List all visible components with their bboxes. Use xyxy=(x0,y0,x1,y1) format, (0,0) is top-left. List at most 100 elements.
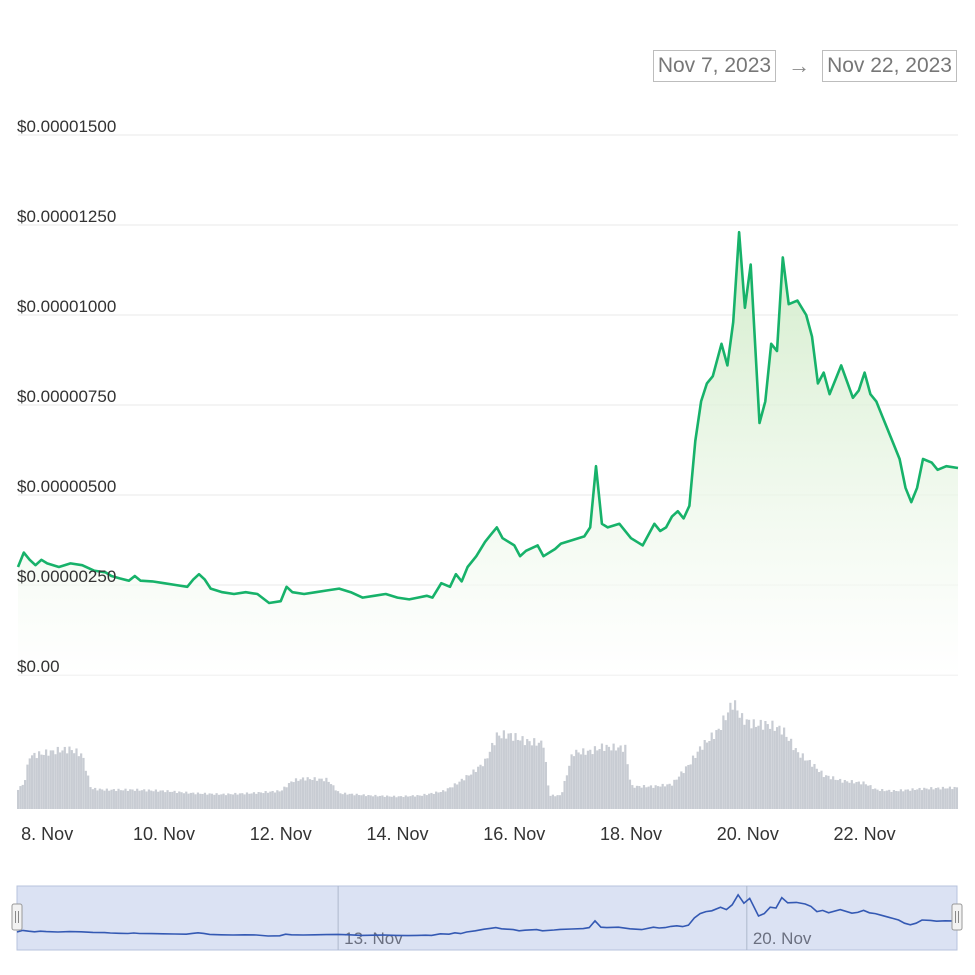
range-start-input[interactable]: Nov 7, 2023 xyxy=(652,50,777,82)
volume-bar xyxy=(649,785,653,809)
volume-bar xyxy=(421,795,424,809)
volume-bar xyxy=(224,795,228,809)
volume-bar xyxy=(488,751,491,809)
volume-bar xyxy=(871,789,874,809)
volume-bar xyxy=(825,775,828,809)
volume-bar xyxy=(535,745,538,809)
volume-bar xyxy=(519,740,522,809)
volume-bar xyxy=(479,764,482,809)
volume-bar xyxy=(684,766,688,809)
volume-bar xyxy=(584,754,587,809)
volume-bar xyxy=(294,778,298,809)
volume-bar xyxy=(371,796,375,809)
volume-bar xyxy=(752,719,755,809)
volume-bar xyxy=(850,780,853,809)
volume-bar xyxy=(747,719,751,809)
y-tick-label: $0.00001250 xyxy=(17,207,116,226)
volume-bar xyxy=(766,724,769,809)
volume-bar xyxy=(285,787,288,809)
volume-bar xyxy=(451,787,454,809)
y-tick-label: $0.00001000 xyxy=(17,297,116,316)
volume-bar xyxy=(68,746,71,809)
volume-bar xyxy=(846,781,849,809)
volume-bar xyxy=(797,752,800,809)
volume-bar xyxy=(355,793,358,809)
volume-bar xyxy=(119,790,122,809)
volume-bar xyxy=(449,787,452,809)
volume-bar xyxy=(257,792,260,809)
navigator-left-handle[interactable] xyxy=(11,903,23,931)
price-line xyxy=(16,230,959,605)
volume-bar xyxy=(215,793,218,809)
volume-bar xyxy=(131,789,134,809)
navigator[interactable]: 13. Nov 20. Nov xyxy=(11,885,963,951)
volume-bar xyxy=(196,792,200,809)
volume-bar xyxy=(147,789,150,809)
volume-bar xyxy=(722,715,725,809)
volume-bar xyxy=(717,728,720,809)
volume-bar xyxy=(832,776,835,809)
volume-bar xyxy=(593,746,597,809)
volume-bar xyxy=(663,786,667,809)
volume-bar xyxy=(899,789,902,809)
volume-bar xyxy=(596,750,599,809)
volume-bar xyxy=(192,792,195,809)
range-end-input[interactable]: Nov 22, 2023 xyxy=(822,50,957,82)
volume-bar xyxy=(834,779,837,809)
volume-bar xyxy=(855,782,858,809)
volume-bar xyxy=(143,789,146,809)
volume-bar xyxy=(614,750,618,809)
volume-bar xyxy=(19,786,22,809)
volume-bar xyxy=(530,745,533,809)
volume-bar xyxy=(516,739,519,809)
volume-bar xyxy=(778,725,781,809)
volume-bar xyxy=(418,795,421,809)
volume-bar xyxy=(726,712,730,809)
volume-bar xyxy=(315,780,319,809)
volume-bar xyxy=(888,789,891,809)
volume-bar xyxy=(168,791,172,809)
volume-bar xyxy=(28,758,31,809)
volume-bar xyxy=(941,786,945,809)
volume-bar xyxy=(465,775,468,809)
volume-bar xyxy=(680,771,683,809)
navigator-selection[interactable] xyxy=(16,885,958,951)
volume-bar xyxy=(35,758,38,809)
volume-bar xyxy=(201,793,204,809)
x-axis-labels: 8. Nov 10. Nov 12. Nov 14. Nov 16. Nov 18. No… xyxy=(21,824,895,844)
volume-bar xyxy=(694,757,697,809)
volume-bar xyxy=(339,793,342,809)
volume-bar xyxy=(189,792,193,809)
volume-bar xyxy=(381,795,384,809)
volume-bar xyxy=(325,777,328,809)
navigator-right-handle[interactable] xyxy=(951,903,963,931)
volume-bar xyxy=(523,745,526,809)
volume-bar xyxy=(133,790,136,809)
volume-bar xyxy=(222,793,225,809)
volume-bar xyxy=(673,779,676,809)
volume-bar xyxy=(829,779,832,809)
volume-bar xyxy=(712,739,716,809)
volume-bar xyxy=(98,788,101,809)
volume-bar xyxy=(241,793,244,809)
volume-bar xyxy=(54,754,57,809)
volume-bar xyxy=(736,710,739,809)
volume-bar xyxy=(857,781,860,809)
volume-bar xyxy=(178,791,181,809)
volume-bar xyxy=(491,742,494,809)
volume-bar xyxy=(463,780,466,809)
volume-bar xyxy=(883,791,886,809)
y-tick-label: $0.00 xyxy=(17,657,60,676)
volume-bar xyxy=(52,750,55,809)
volume-bar xyxy=(21,784,24,809)
volume-bar xyxy=(385,795,389,809)
volume-bar xyxy=(136,788,139,809)
volume-bar xyxy=(17,789,20,809)
volume-bar xyxy=(353,795,356,809)
volume-bar xyxy=(101,789,104,809)
volume-bar xyxy=(364,796,368,809)
volume-bar xyxy=(617,747,620,809)
volume-bar xyxy=(612,743,615,809)
volume-bar xyxy=(393,795,396,809)
